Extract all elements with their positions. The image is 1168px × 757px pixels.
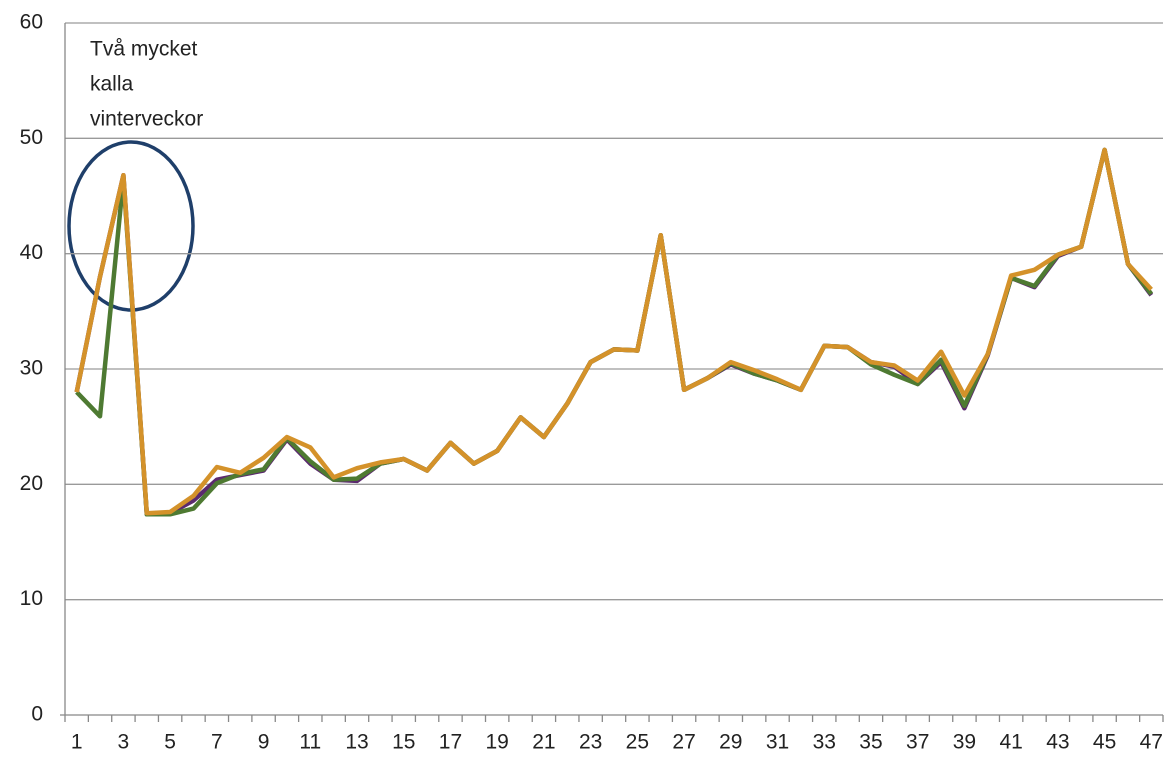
x-tick-label: 3	[118, 731, 130, 754]
x-tick-label: 37	[906, 731, 929, 754]
x-tick-label: 19	[486, 731, 509, 754]
y-tick-label: 40	[20, 241, 43, 264]
y-tick-label: 10	[20, 587, 43, 610]
x-tick-label: 1	[71, 731, 83, 754]
x-tick-label: 11	[299, 731, 321, 754]
x-tick-label: 43	[1046, 731, 1069, 754]
x-tick-label: 5	[164, 731, 176, 754]
y-tick-label: 0	[31, 703, 43, 726]
y-tick-label: 20	[20, 472, 43, 495]
x-tick-label: 17	[439, 731, 462, 754]
x-tick-label: 35	[859, 731, 882, 754]
y-tick-label: 30	[20, 357, 43, 380]
series-line	[74, 147, 1154, 517]
x-tick-label: 27	[672, 731, 695, 754]
x-tick-label: 41	[999, 731, 1022, 754]
x-tick-label: 29	[719, 731, 742, 754]
annotation: kalla	[90, 73, 134, 96]
x-tick-label: 45	[1093, 731, 1116, 754]
x-tick-label: 31	[766, 731, 789, 754]
series-line	[75, 147, 1154, 517]
annotation: vinterveckor	[90, 108, 203, 131]
series-line	[74, 147, 1153, 516]
y-tick-label: 60	[20, 11, 43, 34]
x-tick-label: 47	[1140, 731, 1163, 754]
x-tick-label: 39	[953, 731, 976, 754]
x-tick-label: 33	[813, 731, 836, 754]
y-tick-label: 50	[20, 126, 43, 149]
x-tick-label: 25	[626, 731, 649, 754]
x-tick-label: 7	[211, 731, 223, 754]
x-tick-label: 23	[579, 731, 602, 754]
x-tick-label: 13	[345, 731, 368, 754]
x-tick-label: 21	[532, 731, 555, 754]
x-tick-label: 15	[392, 731, 415, 754]
annotation: Två mycket	[90, 38, 198, 61]
x-tick-label: 9	[258, 731, 270, 754]
